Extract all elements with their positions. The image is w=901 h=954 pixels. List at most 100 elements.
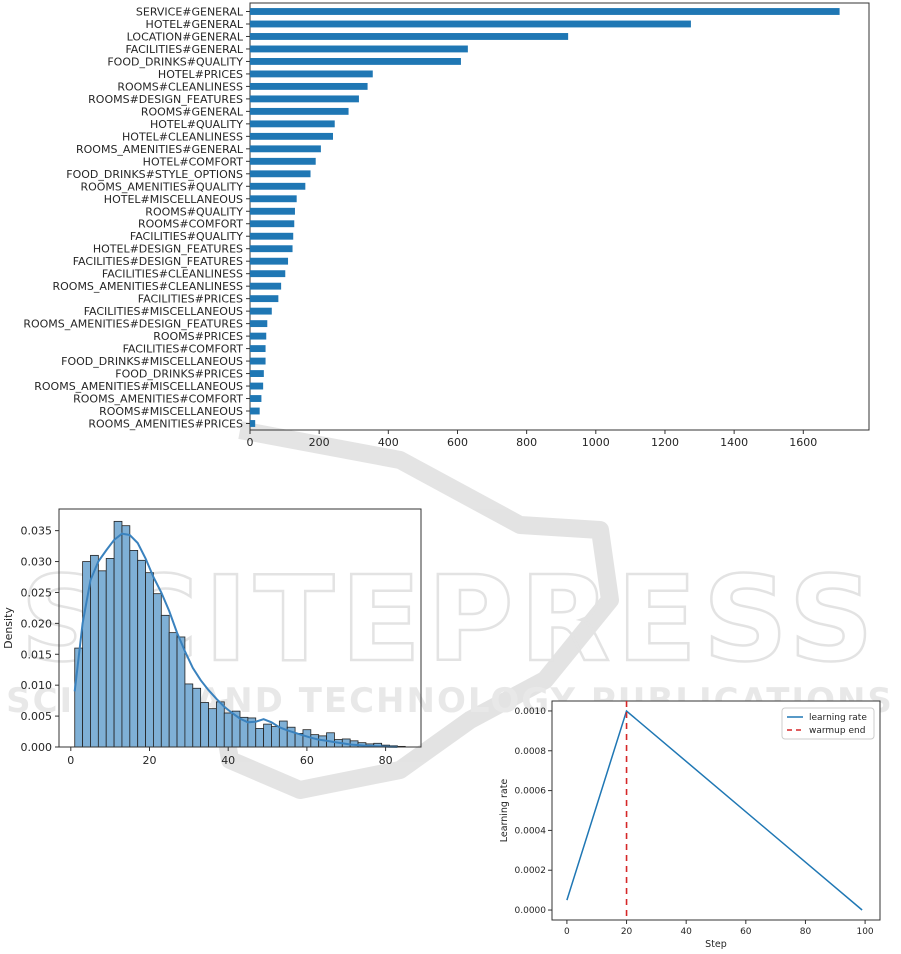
bar [250,182,306,190]
bar [250,282,282,290]
hist-bar [223,712,233,748]
bar [250,407,260,415]
y-tick-label: ROOMS#MISCELLANEOUS [99,405,243,418]
bar [250,107,349,115]
y-tick-label: 0.0006 [515,787,547,797]
y-tick-label: 0.025 [21,586,53,599]
histogram-frame [58,508,422,748]
y-tick-label: 0.0004 [515,826,547,836]
hist-bar [255,728,265,748]
bar [250,207,295,215]
y-tick-label: 0.005 [21,710,53,723]
x-tick-label: 1600 [789,436,817,449]
y-axis-label: Density [2,607,15,649]
legend-label-learning-rate: learning rate [809,713,867,723]
y-axis-label: Learning rate [499,779,510,843]
x-tick-label: 20 [143,754,157,767]
bar [250,357,266,365]
y-tick-label: 0.035 [21,525,53,538]
learning-rate-chart: 0.0000 0.0002 0.0004 0.0006 0.0008 0.0010 0 20 4… [499,700,881,950]
bar-chart-frame [249,2,870,431]
y-tick-label: HOTEL#CLEANLINESS [122,130,243,143]
hist-bar [129,550,139,748]
y-tick-label: ROOMS_AMENITIES#DESIGN_FEATURES [23,318,243,331]
x-tick-label: 80 [800,927,812,937]
y-tick-label: ROOMS#PRICES [153,330,243,343]
hist-bar [160,614,170,748]
bar [250,82,368,90]
y-tick-label: 0.020 [21,617,53,630]
y-tick-label: FACILITIES#GENERAL [125,43,243,56]
y-tick-label: SERVICE#GENERAL [136,6,244,19]
y-tick-label: FACILITIES#QUALITY [130,230,243,243]
bar [250,20,691,28]
y-tick-label: ROOMS_AMENITIES#CLEANLINESS [52,280,243,293]
y-tick-label: HOTEL#GENERAL [146,18,244,31]
bar [250,8,840,15]
bar [250,33,569,40]
hist-bar [97,570,107,748]
y-tick-label: ROOMS#DESIGN_FEATURES [88,93,243,106]
bar [250,195,297,203]
x-tick-label: 800 [516,436,537,449]
y-tick-label: 0.010 [21,679,53,692]
bar [250,132,333,140]
bar [250,270,286,278]
y-tick-label: FACILITIES#MISCELLANEOUS [84,305,243,318]
y-tick-label: 0.0000 [515,906,547,916]
hist-bar [90,554,99,748]
y-tick-label: ROOMS#COMFORT [138,218,243,231]
hist-bar [176,636,186,748]
y-tick-label: ROOMS_AMENITIES#QUALITY [80,180,243,193]
y-tick-label: 0.0002 [515,866,547,876]
kde-line [73,532,398,748]
y-tick-label: ROOMS_AMENITIES#MISCELLANEOUS [34,380,243,393]
bar [250,95,359,103]
bar [250,70,373,78]
y-tick-label: ROOMS#CLEANLINESS [117,80,243,93]
bar [250,232,294,240]
hist-bar [137,559,146,748]
y-tick-label: FACILITIES#PRICES [138,293,243,306]
y-tick-label: FOOD_DRINKS#QUALITY [107,55,243,68]
x-tick-label: 40 [680,927,692,937]
y-tick-label: HOTEL#COMFORT [143,155,244,168]
y-tick-label: 0.015 [21,648,53,661]
bar [250,157,316,165]
bar [250,320,268,328]
y-tick-label: FACILITIES#DESIGN_FEATURES [73,255,243,268]
y-tick-label: ROOMS#GENERAL [141,105,244,118]
hist-bar [168,632,178,748]
hist-bar [200,702,209,748]
watermark-emblem [211,421,619,799]
bar [250,170,311,178]
bar [250,245,293,253]
x-tick-label: 60 [740,927,752,937]
x-tick-label: 0 [67,754,74,767]
hist-bar [105,558,115,748]
hist-bar [113,520,123,748]
bar [250,120,335,128]
y-tick-label: HOTEL#MISCELLANEOUS [104,193,243,206]
histogram-chart: 0.000 0.005 0.010 0.015 0.020 0.025 0.030 0.035… [2,508,422,767]
y-tick-label: FACILITIES#CLEANLINESS [102,268,243,281]
hist-bar [145,572,154,748]
y-tick-label: HOTEL#QUALITY [150,118,243,131]
x-tick-label: 80 [379,754,393,767]
x-tick-label: 1400 [720,436,748,449]
bar [250,45,468,53]
x-tick-label: 200 [309,436,330,449]
x-tick-label: 600 [447,436,468,449]
bar [250,370,264,377]
legend-box [781,707,875,740]
hist-bar [215,701,225,748]
y-tick-label: ROOMS_AMENITIES#COMFORT [73,393,243,406]
bar [250,145,321,153]
hist-bar [310,734,320,748]
hist-bar [192,687,202,748]
y-tick-label: FOOD_DRINKS#STYLE_OPTIONS [66,168,243,181]
y-tick-label: FOOD_DRINKS#MISCELLANEOUS [61,355,243,368]
bar [250,307,272,315]
y-tick-label: ROOMS#QUALITY [145,205,243,218]
